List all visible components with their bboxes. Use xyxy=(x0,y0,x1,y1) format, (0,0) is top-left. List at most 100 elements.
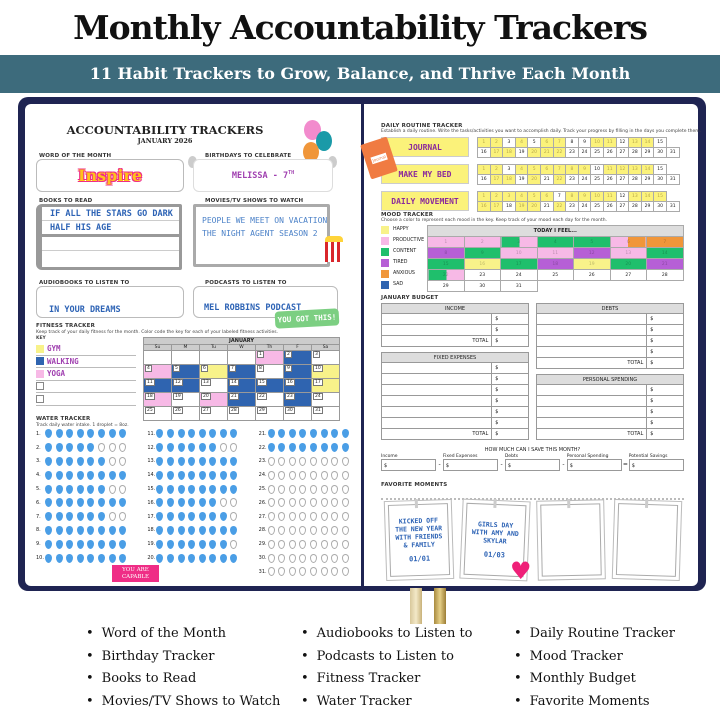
droplet-icon[interactable] xyxy=(320,553,328,563)
calendar-day[interactable]: 21 xyxy=(227,392,256,407)
habit-day[interactable]: 2 xyxy=(489,190,504,202)
droplet-icon[interactable] xyxy=(66,429,74,439)
droplet-icon[interactable] xyxy=(341,553,349,563)
calendar-day[interactable]: 25 xyxy=(143,406,172,421)
droplet-icon[interactable] xyxy=(177,456,185,466)
droplet-icon[interactable] xyxy=(267,456,275,466)
droplet-icon[interactable] xyxy=(156,470,164,480)
droplet-icon[interactable] xyxy=(230,525,238,535)
droplet-icon[interactable] xyxy=(299,567,307,577)
habit-day[interactable]: 1 xyxy=(477,190,491,202)
droplet-icon[interactable] xyxy=(108,484,116,494)
amount-field[interactable]: $ xyxy=(646,335,684,347)
habit-day[interactable]: 8 xyxy=(565,190,579,202)
calendar-day[interactable]: 4 xyxy=(143,364,172,379)
mood-day[interactable]: 8 xyxy=(427,247,465,259)
droplet-icon[interactable] xyxy=(119,498,127,508)
droplet-icon[interactable] xyxy=(55,553,63,563)
droplet-icon[interactable] xyxy=(97,539,105,549)
budget-item-field[interactable] xyxy=(535,406,648,418)
droplet-icon[interactable] xyxy=(87,443,95,453)
droplet-icon[interactable] xyxy=(278,525,286,535)
amount-field[interactable]: $ xyxy=(491,324,529,336)
droplet-icon[interactable] xyxy=(209,498,217,508)
habit-day[interactable]: 31 xyxy=(665,173,680,185)
habit-day[interactable]: 27 xyxy=(615,146,630,158)
mood-day[interactable]: 31 xyxy=(500,280,538,292)
calendar-day[interactable]: 11 xyxy=(143,378,172,393)
calendar-day[interactable]: 24 xyxy=(311,392,340,407)
droplet-icon[interactable] xyxy=(267,429,275,439)
droplet-icon[interactable] xyxy=(230,553,238,563)
photo-frame[interactable] xyxy=(540,499,602,577)
mood-day[interactable]: 2 xyxy=(463,236,501,248)
amount-field[interactable]: $ xyxy=(646,357,684,369)
mood-day[interactable]: 15 xyxy=(427,258,465,270)
mood-key-item[interactable]: SAD xyxy=(381,279,424,290)
droplet-icon[interactable] xyxy=(166,512,174,522)
habit-day[interactable]: 17 xyxy=(489,173,504,185)
droplet-icon[interactable] xyxy=(331,525,339,535)
droplet-icon[interactable] xyxy=(177,443,185,453)
habit-day[interactable]: 26 xyxy=(602,173,617,185)
habit-day[interactable]: 31 xyxy=(665,146,680,158)
habit-day[interactable]: 10 xyxy=(590,136,604,148)
mood-day[interactable]: 4 xyxy=(536,236,574,248)
droplet-icon[interactable] xyxy=(299,498,307,508)
droplet-icon[interactable] xyxy=(267,498,275,508)
droplet-icon[interactable] xyxy=(219,443,227,453)
droplet-icon[interactable] xyxy=(76,443,84,453)
calendar-day[interactable]: 20 xyxy=(199,392,228,407)
droplet-icon[interactable] xyxy=(45,429,52,439)
habit-day[interactable]: 21 xyxy=(539,173,554,185)
habit-day[interactable]: 4 xyxy=(514,190,529,202)
droplet-icon[interactable] xyxy=(278,539,286,549)
droplet-icon[interactable] xyxy=(198,553,206,563)
droplet-icon[interactable] xyxy=(278,567,286,577)
habit-day[interactable]: 3 xyxy=(502,190,516,202)
habit-day[interactable]: 2 xyxy=(489,136,504,148)
droplet-icon[interactable] xyxy=(219,498,227,508)
habit-day[interactable]: 9 xyxy=(577,136,592,148)
habit-day[interactable]: 23 xyxy=(565,146,579,158)
budget-item-field[interactable] xyxy=(380,395,493,407)
droplet-icon[interactable] xyxy=(209,470,217,480)
habit-day[interactable]: 26 xyxy=(602,146,617,158)
mood-day[interactable]: 10 xyxy=(500,247,538,259)
droplet-icon[interactable] xyxy=(299,470,307,480)
budget-item-field[interactable] xyxy=(380,313,493,325)
droplet-icon[interactable] xyxy=(331,484,339,494)
habit-day[interactable]: 14 xyxy=(640,190,655,202)
droplet-icon[interactable] xyxy=(320,470,328,480)
droplet-icon[interactable] xyxy=(310,567,318,577)
droplet-icon[interactable] xyxy=(320,525,328,535)
calendar-day[interactable]: 1 xyxy=(255,350,284,365)
budget-item-field[interactable] xyxy=(535,346,648,358)
habit-day[interactable]: 24 xyxy=(577,146,592,158)
calendar-day[interactable]: 17 xyxy=(311,378,340,393)
habit-day[interactable]: 19 xyxy=(514,173,529,185)
habit-day[interactable]: 31 xyxy=(665,200,680,212)
droplet-icon[interactable] xyxy=(177,498,185,508)
mood-day[interactable]: 19 xyxy=(573,258,611,270)
droplet-icon[interactable] xyxy=(87,470,95,480)
calendar-day[interactable] xyxy=(143,350,172,365)
droplet-icon[interactable] xyxy=(230,443,238,453)
calendar-day[interactable]: 23 xyxy=(283,392,312,407)
calendar-day[interactable] xyxy=(227,350,256,365)
mood-day[interactable]: 26 xyxy=(573,269,611,281)
droplet-icon[interactable] xyxy=(87,553,95,563)
habit-day[interactable]: 28 xyxy=(628,173,642,185)
habit-day[interactable]: 12 xyxy=(615,136,630,148)
droplet-icon[interactable] xyxy=(66,456,74,466)
droplet-icon[interactable] xyxy=(331,429,339,439)
droplet-icon[interactable] xyxy=(331,456,339,466)
droplet-icon[interactable] xyxy=(108,553,116,563)
droplet-icon[interactable] xyxy=(219,512,227,522)
habit-day[interactable]: 5 xyxy=(527,190,541,202)
droplet-icon[interactable] xyxy=(209,553,217,563)
habit-day[interactable]: 20 xyxy=(527,173,541,185)
amount-field[interactable]: $ xyxy=(646,346,684,358)
droplet-icon[interactable] xyxy=(76,456,84,466)
amount-field[interactable]: $ xyxy=(491,406,529,418)
